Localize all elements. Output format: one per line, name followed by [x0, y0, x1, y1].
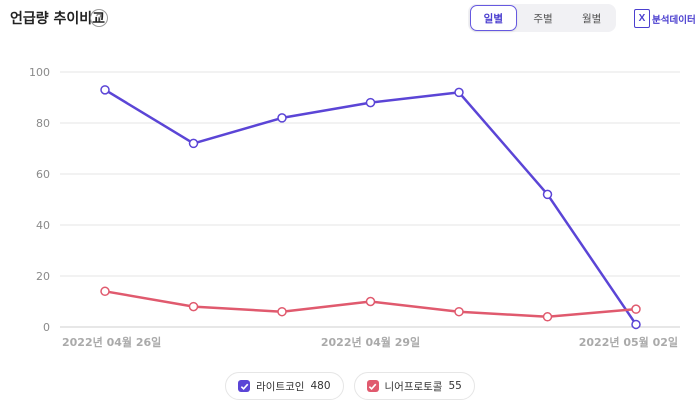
legend-item-near[interactable]: 니어프로토콜 55 — [353, 372, 475, 400]
series-line — [104, 88, 638, 326]
x-tick-label: 2022년 04월 29일 — [321, 335, 420, 349]
data-point — [365, 97, 376, 108]
y-tick-label: 0 — [43, 321, 50, 334]
data-point — [188, 301, 199, 312]
data-point — [631, 304, 641, 314]
x-tick-label: 2022년 04월 26일 — [62, 335, 161, 349]
x-tick-label: 2022년 05월 02일 — [579, 335, 678, 349]
excel-icon: X — [634, 9, 650, 28]
tab-weekly[interactable]: 주별 — [533, 12, 553, 25]
data-point — [100, 286, 110, 297]
legend-label: 라이트코인 — [256, 380, 305, 393]
data-point — [454, 306, 464, 317]
y-tick-label: 100 — [29, 66, 50, 79]
help-icon[interactable]: ? — [90, 9, 108, 27]
y-tick-label: 40 — [36, 219, 50, 232]
data-point — [277, 113, 287, 123]
legend-count: 480 — [310, 380, 331, 392]
chart-title: 언급량 추이비교 — [10, 11, 106, 27]
data-point — [277, 306, 287, 317]
y-tick-label: 60 — [36, 168, 50, 181]
export-label: 분석데이터 — [652, 14, 696, 26]
period-toggle: 일별 주별 월별 — [468, 4, 616, 32]
legend-item-litecoin[interactable]: 라이트코인 480 — [225, 372, 344, 400]
data-point — [454, 87, 464, 98]
data-point — [542, 189, 553, 200]
legend-count: 55 — [448, 380, 462, 392]
y-tick-label: 80 — [36, 117, 50, 130]
data-point — [188, 138, 199, 149]
tab-daily[interactable]: 일별 — [470, 5, 517, 31]
tab-monthly[interactable]: 월별 — [582, 12, 602, 25]
checkbox-icon[interactable] — [366, 380, 379, 392]
data-point — [100, 85, 110, 95]
data-point — [631, 319, 641, 330]
checkbox-icon[interactable] — [238, 380, 251, 392]
legend: 라이트코인 480 니어프로토콜 55 — [0, 372, 700, 400]
y-tick-label: 20 — [36, 270, 50, 283]
data-point — [365, 296, 376, 307]
export-data-button[interactable]: X 분석데이터 — [634, 9, 696, 28]
data-point — [542, 312, 553, 322]
legend-label: 니어프로토콜 — [384, 380, 443, 393]
